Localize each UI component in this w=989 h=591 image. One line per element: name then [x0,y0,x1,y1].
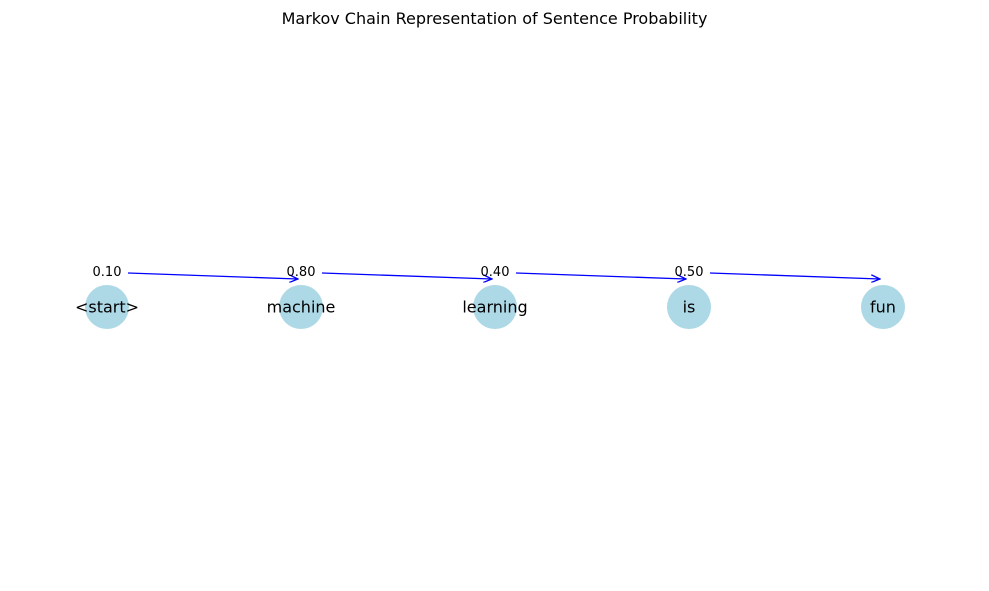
edge-learning-to-is [515,272,686,279]
node-start: <start> [75,285,139,329]
edge-probability-label: 0.50 [675,265,704,280]
node-circle [861,285,905,329]
node-machine: machine [267,285,336,329]
edges-layer: 0.10 0.80 0.40 0.50 [93,265,880,280]
edge-machine-to-learning [321,272,492,279]
node-circle [279,285,323,329]
edge-probability-label: 0.80 [287,265,316,280]
node-label: fun [870,298,896,317]
node-label: is [683,298,696,317]
node-label: learning [462,298,527,317]
node-fun: fun [861,285,905,329]
node-label: <start> [75,298,139,317]
edge-probability-label: 0.10 [93,265,122,280]
nodes-layer: <start> machine learning is fun [75,285,905,329]
edge-is-to-fun [709,272,880,279]
node-is: is [667,285,711,329]
node-circle [473,285,517,329]
edge-probability-label: 0.40 [481,265,510,280]
node-circle [85,285,129,329]
diagram-title: Markov Chain Representation of Sentence … [282,9,708,28]
edge-start-to-machine [127,272,298,279]
node-learning: learning [462,285,528,329]
node-circle [667,285,711,329]
node-label: machine [267,298,336,317]
